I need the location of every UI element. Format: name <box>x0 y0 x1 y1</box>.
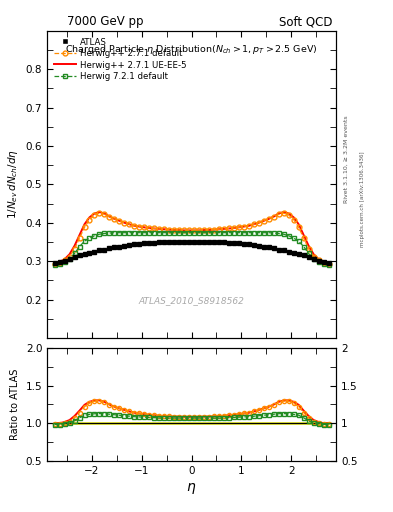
Y-axis label: $1/N_{ev}\,dN_{ch}/d\eta$: $1/N_{ev}\,dN_{ch}/d\eta$ <box>6 149 20 220</box>
Herwig++ 2.7.1 default <box>227 225 231 231</box>
Text: ATLAS_2010_S8918562: ATLAS_2010_S8918562 <box>139 296 244 306</box>
Herwig++ 2.7.1 default <box>157 226 162 232</box>
Herwig 7.2.1 default <box>326 262 331 268</box>
Herwig++ 2.7.1 UE-EE-5 <box>157 226 162 232</box>
Herwig 7.2.1 default <box>157 230 162 236</box>
ATLAS <box>52 260 57 266</box>
Herwig 7.2.1 default <box>237 230 241 236</box>
Herwig++ 2.7.1 default <box>326 261 331 267</box>
Herwig++ 2.7.1 default <box>212 227 217 233</box>
Herwig++ 2.7.1 UE-EE-5 <box>237 224 241 230</box>
Herwig++ 2.7.1 UE-EE-5 <box>52 260 57 266</box>
Herwig 7.2.1 default <box>112 230 117 236</box>
Text: Rivet 3.1.10, ≥ 3.2M events: Rivet 3.1.10, ≥ 3.2M events <box>344 115 349 203</box>
Herwig 7.2.1 default <box>212 230 217 236</box>
Herwig 7.2.1 default <box>57 261 62 267</box>
Text: mcplots.cern.ch [arXiv:1306.3436]: mcplots.cern.ch [arXiv:1306.3436] <box>360 152 365 247</box>
ATLAS <box>152 240 156 246</box>
Text: Soft QCD: Soft QCD <box>279 15 332 28</box>
Herwig++ 2.7.1 default <box>57 260 62 266</box>
ATLAS <box>227 240 231 246</box>
Legend: ATLAS, Herwig++ 2.7.1 default, Herwig++ 2.7.1 UE-EE-5, Herwig 7.2.1 default: ATLAS, Herwig++ 2.7.1 default, Herwig++ … <box>51 35 189 84</box>
Herwig++ 2.7.1 default <box>237 224 241 230</box>
Y-axis label: Ratio to ATLAS: Ratio to ATLAS <box>10 369 20 440</box>
Herwig++ 2.7.1 default <box>52 261 57 267</box>
Herwig++ 2.7.1 UE-EE-5 <box>97 209 102 215</box>
Herwig++ 2.7.1 default <box>266 216 271 222</box>
Herwig++ 2.7.1 default <box>97 210 102 216</box>
Herwig 7.2.1 default <box>227 230 231 236</box>
ATLAS <box>326 260 331 266</box>
ATLAS <box>162 239 167 245</box>
X-axis label: $\eta$: $\eta$ <box>186 481 197 496</box>
Text: Charged Particle $\eta$ Distribution($N_{ch} > 1, p_T > 2.5$ GeV): Charged Particle $\eta$ Distribution($N_… <box>65 43 318 56</box>
Text: 7000 GeV pp: 7000 GeV pp <box>67 15 143 28</box>
Herwig 7.2.1 default <box>266 230 271 236</box>
Line: Herwig++ 2.7.1 default: Herwig++ 2.7.1 default <box>52 211 331 266</box>
Herwig++ 2.7.1 UE-EE-5 <box>266 216 271 222</box>
ATLAS <box>57 259 62 265</box>
ATLAS <box>266 244 271 250</box>
Line: ATLAS: ATLAS <box>52 240 331 265</box>
Line: Herwig++ 2.7.1 UE-EE-5: Herwig++ 2.7.1 UE-EE-5 <box>55 212 329 263</box>
ATLAS <box>212 239 217 245</box>
Herwig++ 2.7.1 UE-EE-5 <box>57 259 62 265</box>
Herwig 7.2.1 default <box>52 262 57 268</box>
Herwig++ 2.7.1 UE-EE-5 <box>212 227 217 233</box>
ATLAS <box>237 241 241 247</box>
Line: Herwig 7.2.1 default: Herwig 7.2.1 default <box>52 230 331 267</box>
Herwig++ 2.7.1 UE-EE-5 <box>326 260 331 266</box>
Herwig++ 2.7.1 UE-EE-5 <box>227 225 231 231</box>
